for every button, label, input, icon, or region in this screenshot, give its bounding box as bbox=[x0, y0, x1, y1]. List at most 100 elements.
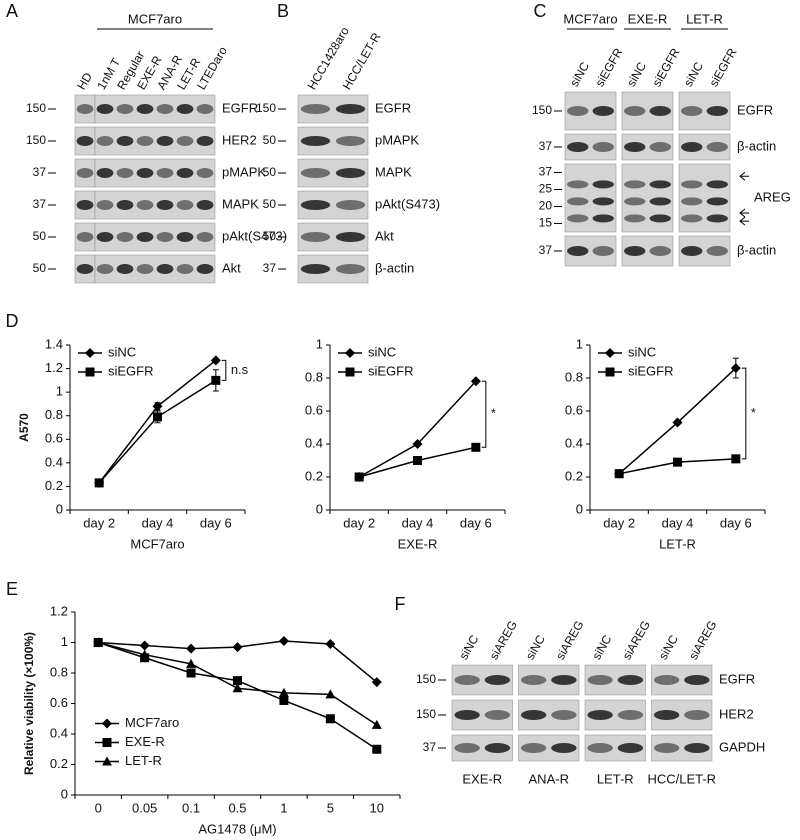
band bbox=[484, 743, 511, 753]
band bbox=[684, 710, 710, 720]
band bbox=[156, 200, 174, 210]
y-tick-label: 0.6 bbox=[305, 402, 323, 417]
annotation: n.s bbox=[231, 362, 249, 377]
band bbox=[454, 743, 480, 753]
panel-letter: D bbox=[6, 311, 19, 331]
band bbox=[156, 168, 174, 178]
blot-background bbox=[94, 222, 216, 252]
band bbox=[335, 136, 366, 146]
band bbox=[649, 106, 671, 116]
x-tick-label: day 4 bbox=[662, 515, 694, 530]
band bbox=[617, 710, 644, 720]
row-label: β-actin bbox=[737, 242, 776, 257]
legend-marker bbox=[345, 348, 355, 358]
group-label: HCC/LET-R bbox=[647, 771, 716, 786]
group-label: EXE-R bbox=[462, 771, 502, 786]
lane-label: siAREG bbox=[553, 618, 586, 662]
mw-marker: 50 bbox=[33, 261, 47, 275]
band bbox=[116, 136, 134, 146]
y-tick-label: 0.6 bbox=[50, 695, 68, 710]
legend-label: EXE-R bbox=[125, 734, 165, 749]
y-tick-label: 1.2 bbox=[50, 603, 68, 618]
lane-label: siNC bbox=[624, 59, 649, 89]
row-label: β-actin bbox=[737, 138, 776, 153]
band bbox=[96, 200, 114, 210]
y-tick-label: 0.2 bbox=[565, 468, 583, 483]
band bbox=[706, 142, 728, 152]
point bbox=[371, 719, 382, 729]
band bbox=[136, 200, 154, 210]
band bbox=[156, 104, 174, 114]
mw-marker: 37 bbox=[539, 165, 553, 179]
band bbox=[454, 675, 480, 685]
point bbox=[233, 676, 242, 686]
band bbox=[335, 168, 366, 178]
band bbox=[196, 168, 214, 178]
mw-marker: 20 bbox=[539, 199, 553, 213]
row-label: Akt bbox=[375, 228, 394, 243]
legend-marker bbox=[85, 348, 95, 358]
significance-bracket bbox=[481, 380, 487, 448]
band bbox=[96, 232, 114, 242]
band bbox=[176, 232, 194, 242]
point bbox=[354, 472, 364, 482]
mw-marker: 37 bbox=[539, 243, 553, 257]
band bbox=[684, 675, 710, 685]
band bbox=[454, 710, 480, 720]
band bbox=[136, 168, 154, 178]
band bbox=[300, 232, 331, 242]
point bbox=[278, 687, 289, 697]
band bbox=[136, 232, 154, 242]
x-tick-label: 1 bbox=[280, 800, 287, 815]
x-tick-label: day 2 bbox=[83, 515, 115, 530]
point bbox=[139, 649, 150, 659]
band bbox=[76, 104, 94, 114]
band bbox=[116, 168, 134, 178]
band bbox=[96, 264, 114, 274]
band bbox=[624, 142, 646, 152]
band bbox=[116, 264, 134, 274]
legend-label: siNC bbox=[108, 344, 136, 359]
band bbox=[300, 264, 331, 274]
band bbox=[567, 142, 589, 152]
x-tick-label: 0 bbox=[95, 800, 102, 815]
blot-background bbox=[94, 126, 216, 156]
band bbox=[484, 675, 511, 685]
y-tick-label: 0 bbox=[576, 501, 583, 516]
band bbox=[520, 743, 547, 753]
point bbox=[210, 355, 221, 366]
band bbox=[551, 743, 577, 753]
band bbox=[551, 675, 577, 685]
panel-letter: E bbox=[6, 579, 18, 599]
row-label: pAkt(S473) bbox=[222, 228, 287, 243]
band bbox=[681, 106, 703, 116]
band bbox=[567, 180, 589, 189]
blot-background bbox=[94, 254, 216, 284]
band bbox=[116, 104, 134, 114]
y-tick-label: 0.2 bbox=[50, 756, 68, 771]
band bbox=[587, 710, 613, 720]
mw-marker: 50 bbox=[263, 229, 277, 243]
band bbox=[76, 264, 94, 274]
lane-label: siNC bbox=[456, 632, 481, 662]
point bbox=[186, 668, 196, 678]
point bbox=[232, 642, 243, 653]
mw-marker: 150 bbox=[416, 707, 436, 721]
group-label: MCF7aro bbox=[563, 11, 617, 26]
band bbox=[300, 168, 331, 178]
legend-label: siEGFR bbox=[628, 363, 674, 378]
point bbox=[94, 478, 104, 488]
lane-label: siNC bbox=[523, 632, 548, 662]
band bbox=[176, 264, 194, 274]
y-tick-label: 0.8 bbox=[45, 407, 63, 422]
y-tick-label: 1 bbox=[61, 634, 68, 649]
y-tick-label: 0.8 bbox=[305, 369, 323, 384]
point bbox=[470, 376, 481, 387]
band bbox=[96, 104, 114, 114]
row-label: β-actin bbox=[375, 260, 414, 275]
point bbox=[139, 640, 150, 651]
lane-label: siEGFR bbox=[706, 45, 739, 89]
band bbox=[624, 214, 646, 223]
lane-label: siNC bbox=[567, 59, 592, 89]
legend-marker bbox=[102, 738, 112, 747]
